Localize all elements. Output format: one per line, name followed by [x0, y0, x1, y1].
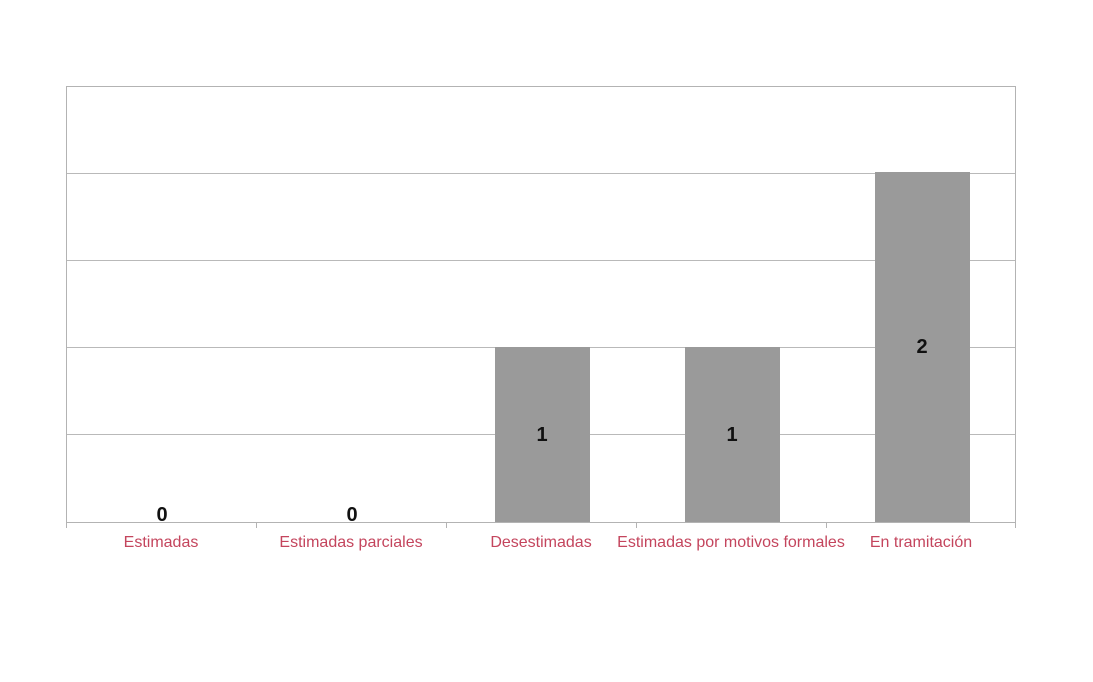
- x-axis-labels: Estimadas Estimadas parciales Desestimadas…: [66, 533, 1016, 557]
- bar-value-label: 1: [726, 423, 738, 446]
- category-column-estimadas-por-motivos-formales: 1: [637, 87, 827, 522]
- x-axis-tick: [256, 523, 257, 528]
- bar-value-label: 1: [536, 423, 548, 446]
- bar-value-label: 2: [916, 336, 928, 359]
- bar-value-label: 0: [346, 504, 358, 526]
- x-axis-tick: [1015, 523, 1016, 528]
- x-axis-tick: [826, 523, 827, 528]
- category-column-desestimadas: 1: [447, 87, 637, 522]
- bar-desestimadas: [494, 347, 590, 522]
- gridline-y-1.5: [67, 260, 1015, 261]
- x-axis-tick: [446, 523, 447, 528]
- x-axis-ticks: [66, 523, 1016, 529]
- category-column-estimadas: 0: [67, 87, 257, 526]
- plot-area: 0 0 1 1 2: [66, 86, 1017, 526]
- category-column-estimadas-parciales: 0: [257, 87, 447, 526]
- x-axis-tick: [636, 523, 637, 528]
- bar-en-tramitacion: [874, 172, 970, 522]
- x-axis-label-en-tramitacion: En tramitación: [869, 534, 973, 551]
- x-axis-label-estimadas-por-motivos-formales: Estimadas por motivos formales: [617, 534, 845, 551]
- bar-value-label: 0: [156, 504, 168, 526]
- x-axis-label-estimadas-parciales: Estimadas parciales: [279, 534, 423, 551]
- category-column-en-tramitacion: 2: [827, 87, 1017, 522]
- x-axis-tick: [66, 523, 67, 528]
- bar-estimadas-por-motivos-formales: [684, 347, 780, 522]
- x-axis-label-desestimadas: Desestimadas: [490, 534, 592, 551]
- x-axis-label-estimadas: Estimadas: [123, 534, 199, 551]
- gridline-y-2: [67, 173, 1015, 174]
